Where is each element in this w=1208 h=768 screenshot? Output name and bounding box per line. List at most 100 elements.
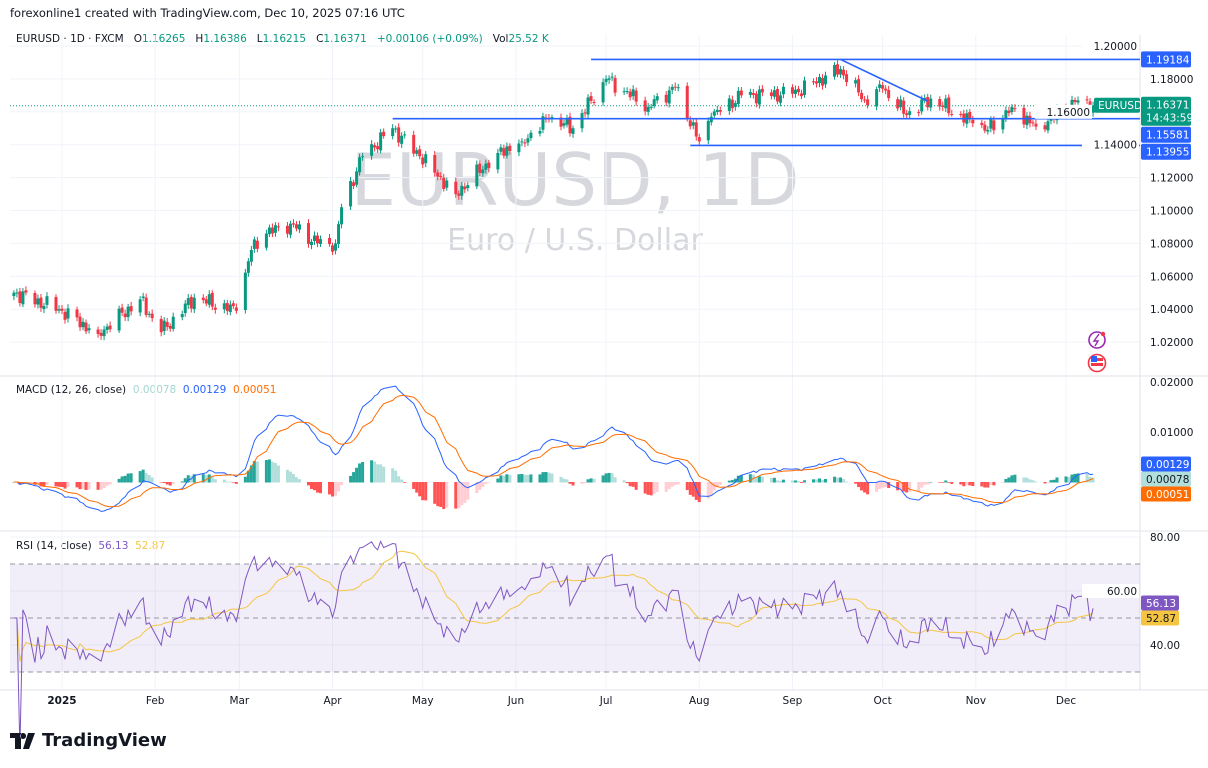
macd-title[interactable]: MACD (12, 26, close)	[16, 384, 127, 396]
macd-histogram-bar	[418, 482, 422, 497]
macd-tick: 0.01000	[1150, 427, 1193, 439]
macd-histogram-bar	[550, 473, 554, 483]
macd-histogram-bar	[968, 482, 972, 486]
candle	[860, 92, 864, 100]
macd-histogram-bar	[520, 474, 524, 483]
macd-histogram-bar	[833, 476, 837, 483]
macd-histogram-bar	[1076, 473, 1080, 483]
macd-legend: MACD (12, 26, close) 0.00078 0.00129 0.0…	[16, 384, 276, 396]
candle	[881, 85, 885, 89]
macd-histogram-bar	[264, 460, 268, 483]
macd-histogram-bar	[685, 482, 689, 491]
macd-histogram-bar	[403, 482, 407, 483]
macd-histogram-bar	[234, 482, 238, 484]
macd-histogram-bar	[255, 461, 259, 483]
macd-histogram-bar	[824, 478, 828, 483]
candle	[1022, 107, 1026, 125]
candle	[887, 89, 891, 99]
candle	[968, 111, 972, 119]
candle	[947, 97, 951, 114]
candle	[842, 69, 846, 76]
macd-histogram-bar	[736, 475, 740, 483]
macd-histogram-bar	[57, 482, 61, 487]
macd-histogram-bar	[319, 482, 323, 494]
brand-name: TradingView	[42, 730, 167, 751]
macd-histogram-bar	[821, 479, 825, 483]
rsi-value-tag: 52.87	[1146, 613, 1176, 625]
candle	[529, 132, 533, 139]
candle	[445, 180, 449, 188]
macd-histogram-bar	[433, 482, 437, 504]
macd-histogram-bar	[162, 482, 166, 484]
candle	[676, 87, 680, 89]
macd-histogram-bar	[39, 482, 43, 487]
candle	[613, 77, 617, 93]
rsi-title[interactable]: RSI (14, close)	[16, 540, 92, 552]
candle	[78, 316, 82, 328]
us-flag-icon[interactable]	[1087, 353, 1107, 373]
macd-histogram-bar	[66, 482, 70, 488]
macd-histogram-bar	[436, 482, 440, 507]
macd-histogram-bar	[965, 482, 969, 486]
candle	[496, 152, 500, 170]
macd-histogram-bar	[655, 482, 659, 492]
lightning-icon[interactable]	[1088, 331, 1106, 349]
time-tick: Oct	[874, 695, 892, 707]
time-tick: 2025	[47, 695, 76, 707]
candle	[228, 304, 232, 312]
close-value: 1.16371	[323, 33, 367, 45]
candle	[944, 98, 948, 109]
macd-histogram-bar	[439, 482, 443, 507]
macd-histogram-bar	[361, 461, 365, 483]
macd-histogram-bar	[571, 482, 575, 486]
candle	[508, 145, 512, 152]
time-tick: Dec	[1056, 695, 1077, 707]
macd-histogram-bar	[902, 482, 906, 492]
candle	[63, 311, 67, 320]
macd-histogram-bar	[875, 482, 879, 492]
macd-histogram-bar	[204, 475, 208, 483]
candle	[84, 322, 88, 332]
candle	[225, 303, 229, 312]
high-value: 1.16386	[203, 33, 247, 45]
macd-histogram-bar	[192, 474, 196, 483]
candle	[18, 291, 22, 303]
macd-histogram-bar	[183, 478, 187, 483]
macd-histogram-bar	[460, 482, 464, 506]
macd-signal-value: 0.00051	[233, 384, 277, 396]
symbol-label[interactable]: EURUSD · 1D · FXCM	[16, 33, 124, 45]
candle	[412, 134, 416, 154]
macd-histogram-bar	[730, 480, 734, 483]
macd-histogram-bar	[1022, 477, 1026, 483]
candle	[87, 328, 91, 331]
price-label-bg	[1141, 51, 1191, 68]
drawing-price-label: 1.13955	[1146, 147, 1189, 159]
macd-histogram-bar	[36, 482, 40, 485]
macd-histogram-bar	[252, 461, 256, 483]
rsi-tick: 60.00	[1107, 586, 1137, 598]
macd-histogram-bar	[676, 482, 680, 485]
macd-histogram-bar	[270, 461, 274, 483]
macd-histogram-bar	[376, 464, 380, 483]
candle	[144, 297, 148, 315]
candle	[706, 120, 710, 141]
candle	[352, 182, 356, 187]
macd-histogram-bar	[1070, 474, 1074, 483]
candle	[586, 97, 590, 115]
macd-histogram-bar	[529, 474, 533, 483]
candle	[331, 245, 335, 252]
macd-histogram-bar	[499, 475, 503, 483]
macd-line	[13, 385, 1094, 512]
macd-histogram-bar	[992, 482, 996, 486]
candle	[655, 96, 659, 101]
macd-histogram-bar	[526, 474, 530, 483]
candle	[481, 169, 485, 174]
volume-value: 25.52 K	[508, 33, 549, 45]
candle	[664, 94, 668, 103]
rsi-band	[10, 564, 1140, 672]
candle	[328, 237, 332, 245]
candle	[231, 303, 235, 307]
tradingview-logo[interactable]: TradingView	[10, 730, 167, 751]
